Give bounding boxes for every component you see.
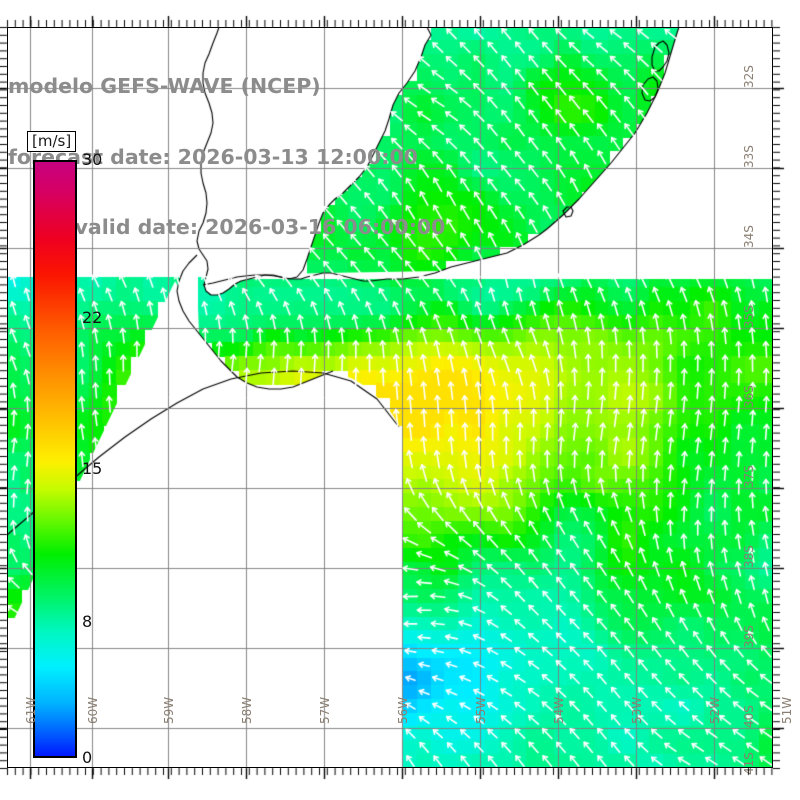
wind-speed-map-figure: modelo GEFS-WAVE (NCEP) forecast date: 2… xyxy=(0,0,800,800)
axis-ticks-canvas xyxy=(0,0,800,800)
